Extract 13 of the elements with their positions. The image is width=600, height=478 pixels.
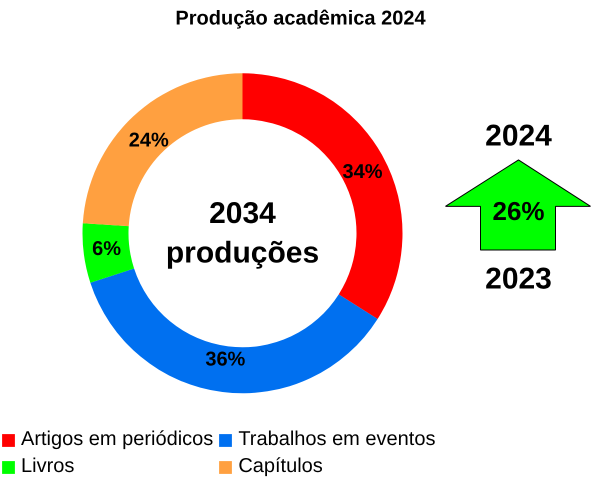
data-label: 6% [92,238,122,260]
legend-label: Capítulos [238,455,323,478]
text: 26% [492,196,545,226]
text: 2024 [485,119,552,152]
data-label: 36% [205,348,246,371]
legend-label: Livros [21,455,74,478]
text: 2023 [485,262,552,296]
text: 2034 produções [166,196,320,270]
data-label: 34% [342,160,383,183]
legend-label: Artigos em periódicos [21,428,214,451]
data-label: 24% [128,130,169,152]
chart-title: Produção acadêmica 2024 [175,8,426,30]
legend-label: Trabalhos em eventos [238,428,436,451]
